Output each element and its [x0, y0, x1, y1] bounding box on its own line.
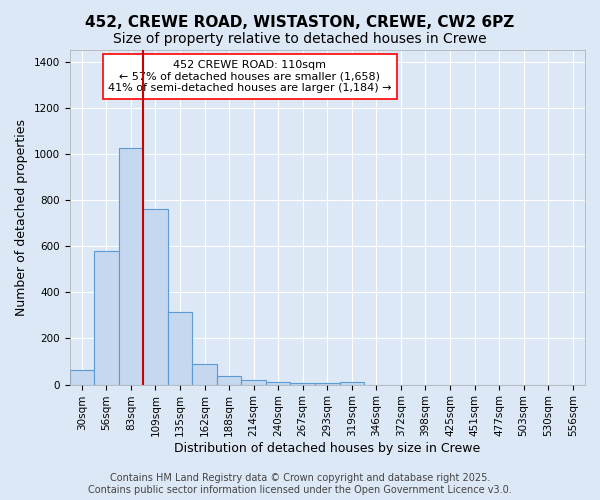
Bar — [241, 380, 266, 384]
Bar — [143, 209, 168, 384]
Bar — [192, 364, 217, 384]
Bar — [266, 382, 290, 384]
X-axis label: Distribution of detached houses by size in Crewe: Distribution of detached houses by size … — [174, 442, 481, 455]
Bar — [119, 148, 143, 384]
Bar — [217, 376, 241, 384]
Bar — [70, 370, 94, 384]
Text: 452 CREWE ROAD: 110sqm
← 57% of detached houses are smaller (1,658)
41% of semi-: 452 CREWE ROAD: 110sqm ← 57% of detached… — [108, 60, 392, 93]
Text: 452, CREWE ROAD, WISTASTON, CREWE, CW2 6PZ: 452, CREWE ROAD, WISTASTON, CREWE, CW2 6… — [85, 15, 515, 30]
Text: Contains HM Land Registry data © Crown copyright and database right 2025.
Contai: Contains HM Land Registry data © Crown c… — [88, 474, 512, 495]
Y-axis label: Number of detached properties: Number of detached properties — [15, 119, 28, 316]
Bar — [290, 383, 315, 384]
Text: Size of property relative to detached houses in Crewe: Size of property relative to detached ho… — [113, 32, 487, 46]
Bar — [340, 382, 364, 384]
Bar — [94, 251, 119, 384]
Bar — [168, 312, 192, 384]
